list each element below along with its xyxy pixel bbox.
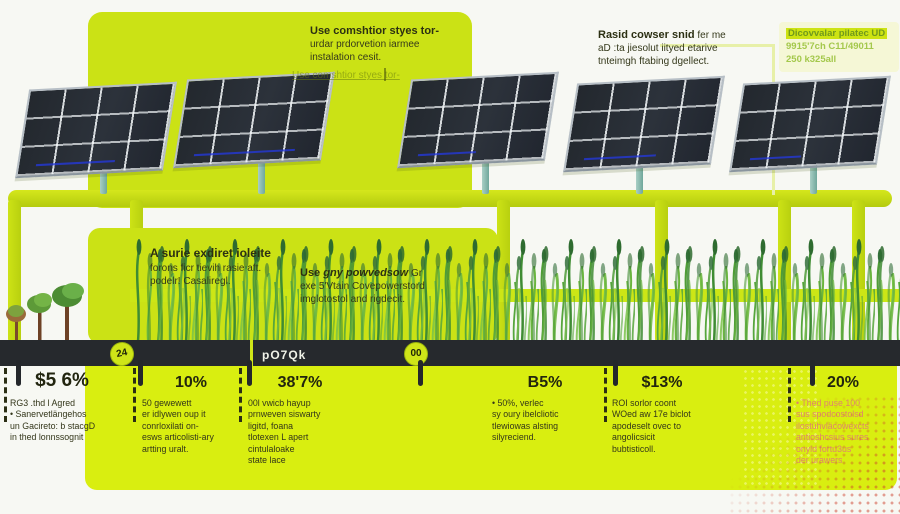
stat-6-value: 20%: [826, 374, 860, 391]
stat-4-body: • 50%, verlec sy oury ibelcliotic tlewio…: [492, 398, 559, 443]
panel-leg: [636, 162, 643, 194]
stat-4: B5% • 50%, verlec sy oury ibelcliotic tl…: [492, 374, 598, 444]
panel-leg: [482, 160, 489, 194]
info-card-line2: 9915'7ch C11/49011: [786, 40, 874, 52]
stat-1-body: RG3 .thd l Agred • Sanervetlängehos un G…: [10, 398, 96, 443]
note-exdiret-head: A surie exdiret ioleite: [150, 246, 271, 260]
solar-panel-1: [15, 81, 177, 179]
note-exdiret: A surie exdiret ioleite forons ficr tiev…: [150, 246, 322, 288]
stat-2-body: 50 gewewett er idlywen oup it conrloxila…: [142, 398, 214, 454]
stat-5-body: ROI sorlor coont WOed aw 17e biclot apod…: [612, 398, 691, 454]
info-card-line1: Dicovvalar pilatec UD: [786, 28, 888, 39]
stat-5-value: $13%: [641, 374, 683, 391]
note-powvedsow-head2: gny powvedsow: [323, 267, 409, 279]
stat-1-value: $5 6%: [35, 370, 89, 391]
info-card: Dicovvalar pilatec UD 9915'7ch C11/49011…: [779, 22, 899, 73]
solar-panel-3: [397, 71, 559, 169]
note-installation-body: urdar prdorvetion iarmee instalation ces…: [310, 39, 420, 64]
solar-panel-5: [729, 75, 891, 173]
note-exdiret-body: forons ficr tievih rasie aft. podelr! Ca…: [150, 262, 262, 287]
note-powvedsow: Use gny powvedsow Gr exe 5'Vtain Covepow…: [300, 266, 482, 306]
timeline-tick: [247, 360, 252, 386]
connector-rail: [8, 190, 892, 207]
glitch-line: [194, 148, 296, 157]
note-installation-head: Use comshtior styes tor-: [310, 25, 439, 37]
stat-separator: [4, 368, 7, 422]
connector-vertical: [130, 200, 143, 234]
glitch-line: [418, 151, 476, 157]
panel-leg: [810, 162, 817, 194]
stat-3-value: 38'7%: [277, 374, 323, 391]
halftone-red: [728, 395, 900, 514]
timeline-tick: [138, 360, 143, 386]
stat-2-value: 10%: [174, 374, 208, 391]
solar-panel-2: [173, 71, 335, 169]
cursor-mark: [384, 68, 386, 81]
stat-separator: [604, 368, 607, 422]
timeline-bar: [0, 340, 900, 366]
stat-3: 38'7% 00l vwicb hayup prnweven siswarty …: [248, 374, 352, 467]
glitch-line: [36, 160, 116, 167]
timeline-divider: [250, 340, 253, 366]
panel-leg: [100, 168, 107, 194]
note-resolution-head: Rasid cowser snid: [598, 29, 695, 41]
note-powvedsow-head3: Gr: [408, 268, 423, 279]
stat-separator: [239, 368, 242, 422]
stat-separator: [133, 368, 136, 422]
stat-3-body: 00l vwicb hayup prnweven siswarty ligitd…: [248, 398, 321, 466]
note-powvedsow-body: exe 5'Vtain Covepowerstord imglotostol a…: [300, 281, 425, 306]
trees-illustration: [5, 278, 93, 342]
info-card-line3: 250 k325all: [786, 53, 837, 65]
glitch-line: [584, 154, 657, 161]
stat-2: 10% 50 gewewett er idlywen oup it conrlo…: [142, 374, 240, 455]
note-resolution: Rasid cowser snid fer me aD :ta jiesolut…: [598, 28, 776, 68]
ghost-text: Use comshtior styes tor-: [292, 70, 400, 81]
note-resolution-head-rest: fer me: [694, 30, 726, 41]
timeline-label: pO7Qk: [262, 348, 307, 362]
stat-4-value: B5%: [527, 374, 563, 391]
timeline-badge-2: 00: [404, 342, 428, 366]
glitch-line: [750, 155, 801, 161]
note-resolution-body: aD :ta jiesolut iityed etarive tnteimgh …: [598, 43, 718, 68]
timeline-tick: [16, 360, 21, 386]
solar-panel-4: [563, 75, 725, 173]
stat-5: $13% ROI sorlor coont WOed aw 17e biclot…: [612, 374, 712, 455]
timeline-tick: [810, 360, 815, 386]
timeline-tick: [418, 360, 423, 386]
panel-leg: [258, 162, 265, 194]
note-powvedsow-head1: Use: [300, 267, 324, 279]
grass-illustration: [132, 230, 900, 342]
timeline-tick: [613, 360, 618, 386]
note-installation: Use comshtior styes tor- urdar prdorveti…: [310, 24, 468, 64]
stat-1: $5 6% RG3 .thd l Agred • Sanervetlängeho…: [10, 370, 114, 444]
